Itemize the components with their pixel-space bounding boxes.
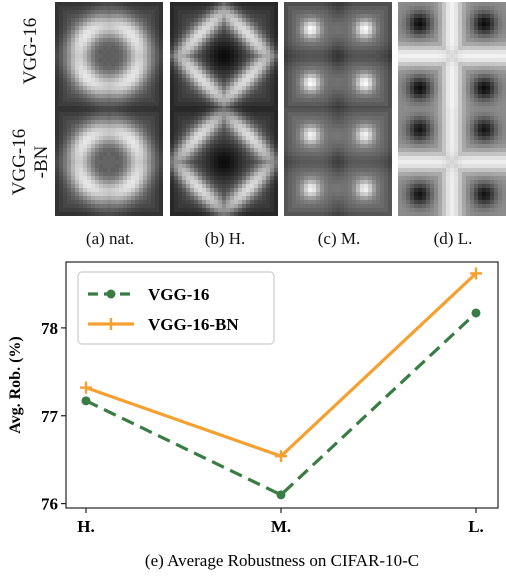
y-tick-label: 78: [41, 319, 58, 338]
axis-ticks: 76 77 78 H. M. L.: [41, 319, 484, 536]
heatmap-vgg16-natural: [55, 2, 163, 110]
series-line-vgg16: [85, 311, 478, 497]
x-tick-label: L.: [468, 517, 484, 536]
legend-label: VGG-16-BN: [148, 315, 239, 334]
legend-marker: [106, 289, 116, 299]
row-label-vgg16bn-line2: -BN: [31, 145, 52, 179]
data-point: [470, 267, 482, 280]
row-label-vgg16: VGG-16: [20, 8, 42, 94]
y-axis-label: Avg. Rob. (%): [7, 336, 24, 433]
caption-high: (b) H.: [204, 229, 246, 248]
legend-box: [77, 271, 275, 345]
legend-label: VGG-16: [148, 285, 209, 304]
heatmap-vgg16-high: [170, 2, 278, 110]
row-label-vgg16-line1: VGG-16: [20, 17, 41, 85]
y-tick-label: 77: [41, 407, 59, 426]
heatmap-vgg16-low: [398, 2, 506, 110]
x-tick-label: M.: [271, 517, 291, 536]
data-point: [81, 396, 91, 406]
robustness-line-chart: 76 77 78 H. M. L. VGG-16 VGG-16-BN Avg. Rob. (…: [7, 261, 499, 570]
heatmap-vgg16-medium: [284, 2, 392, 110]
legend: VGG-16 VGG-16-BN: [77, 271, 275, 345]
caption-nat: (a) nat.: [85, 229, 135, 248]
data-point: [80, 381, 92, 394]
x-tick-label: H.: [77, 517, 94, 536]
row-label-vgg16bn-line1: VGG-16: [9, 128, 30, 196]
row-label-vgg16bn: VGG-16 -BN: [9, 119, 53, 205]
data-point: [471, 308, 481, 318]
chart-caption: (e) Average Robustness on CIFAR-10-C: [145, 551, 419, 570]
caption-medium: (c) M.: [317, 229, 361, 248]
heatmap-vgg16bn-medium: [284, 108, 392, 216]
heatmap-vgg16bn-natural: [55, 108, 163, 216]
data-point: [275, 450, 287, 463]
caption-low: (d) L.: [433, 229, 473, 248]
y-tick-label: 76: [41, 495, 58, 514]
plot-frame: [65, 261, 499, 509]
series-lines: [80, 267, 482, 500]
heatmap-vgg16bn-low: [398, 108, 506, 216]
data-point: [276, 490, 286, 500]
heatmap-vgg16bn-high: [170, 108, 278, 216]
